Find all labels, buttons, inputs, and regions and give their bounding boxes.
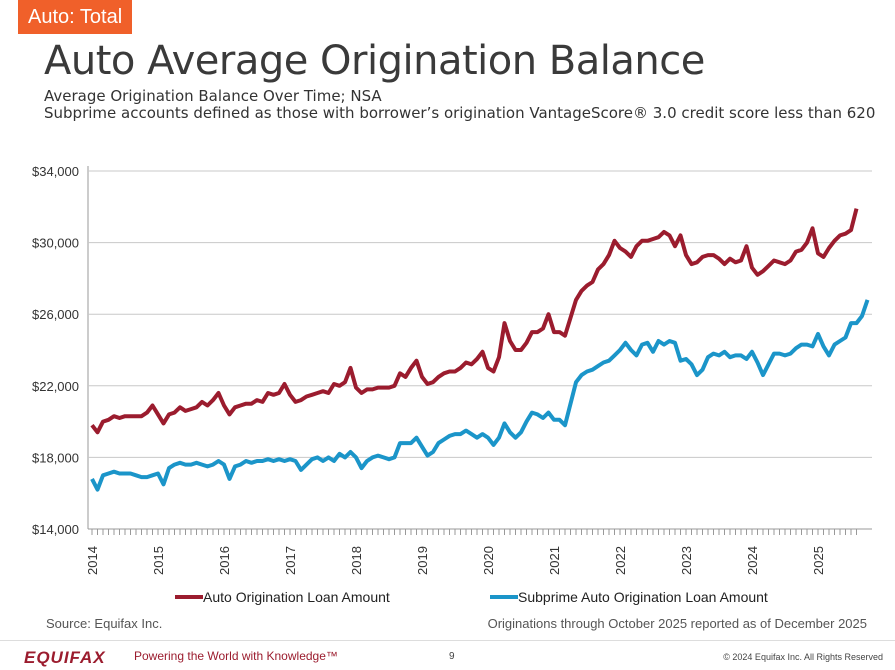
y-tick-label: $14,000 bbox=[32, 522, 79, 537]
auto-series-line bbox=[90, 208, 859, 435]
x-tick-label: 2025 bbox=[811, 546, 826, 575]
x-tick-label: 2022 bbox=[613, 546, 628, 575]
x-tick-label: 2019 bbox=[415, 546, 430, 575]
data-note: Originations through October 2025 report… bbox=[487, 616, 867, 631]
legend-label: Subprime Auto Origination Loan Amount bbox=[518, 589, 768, 605]
x-tick-label: 2016 bbox=[217, 546, 232, 575]
copyright: © 2024 Equifax Inc. All Rights Reserved bbox=[723, 652, 883, 662]
page-number: 9 bbox=[449, 651, 455, 662]
x-tick-label: 2014 bbox=[85, 546, 100, 575]
subtitle-definition: Subprime accounts defined as those with … bbox=[44, 104, 876, 122]
footer: EQUIFAX Powering the World with Knowledg… bbox=[0, 640, 895, 670]
x-tick-label: 2015 bbox=[151, 546, 166, 575]
y-tick-label: $30,000 bbox=[32, 236, 79, 251]
tagline: Powering the World with Knowledge™ bbox=[134, 649, 338, 663]
y-tick-label: $34,000 bbox=[32, 164, 79, 179]
y-tick-label: $18,000 bbox=[32, 450, 79, 465]
page-title: Auto Average Origination Balance bbox=[44, 38, 705, 84]
y-tick-label: $26,000 bbox=[32, 307, 79, 322]
x-tick-label: 2021 bbox=[547, 546, 562, 575]
section-badge: Auto: Total bbox=[18, 0, 133, 34]
x-tick-label: 2023 bbox=[679, 546, 694, 575]
y-tick-label: $22,000 bbox=[32, 379, 79, 394]
subprime-series-line bbox=[90, 299, 870, 492]
subtitle: Average Origination Balance Over Time; N… bbox=[44, 87, 382, 105]
x-tick-label: 2024 bbox=[745, 546, 760, 575]
source-note: Source: Equifax Inc. bbox=[46, 616, 163, 631]
x-tick-label: 2017 bbox=[283, 546, 298, 575]
x-tick-label: 2020 bbox=[481, 546, 496, 575]
line-chart: $14,000 $18,000 $22,000 $26,000 $30,000 $34,0… bbox=[32, 164, 872, 605]
legend-label: Auto Origination Loan Amount bbox=[203, 589, 390, 605]
x-tick-label: 2018 bbox=[349, 546, 364, 575]
equifax-logo: EQUIFAX bbox=[24, 648, 106, 667]
